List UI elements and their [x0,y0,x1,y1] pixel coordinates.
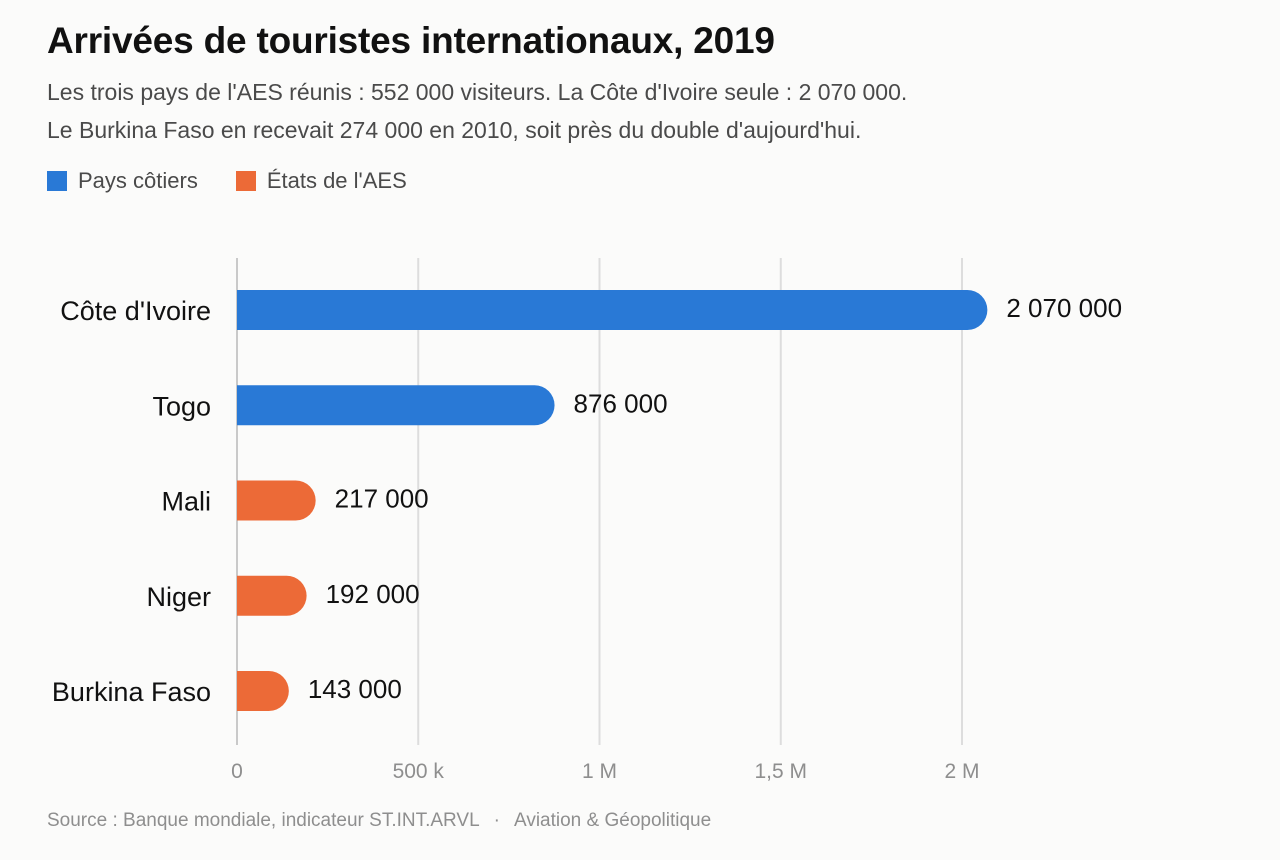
category-label: Mali [161,487,211,517]
source-credit: Aviation & Géopolitique [514,810,712,831]
x-tick-label: 2 M [944,760,979,783]
subtitle-line-2: Le Burkina Faso en recevait 274 000 en 2… [47,117,862,143]
legend-item-coastal: Pays côtiers [47,168,198,194]
bar-togo [237,385,555,426]
legend-label-coastal: Pays côtiers [78,168,198,193]
category-label: Burkina Faso [52,677,211,707]
bar-mali [237,480,316,521]
bar-niger [237,575,307,616]
legend-swatch-aes [235,171,256,191]
x-tick-label: 1,5 M [754,760,807,783]
value-label: 876 000 [574,388,668,418]
chart-title: Arrivées de touristes internationaux, 20… [47,20,775,61]
value-label: 2 070 000 [1006,293,1122,323]
source-text: Source : Banque mondiale, indicateur ST.… [47,810,480,831]
bar-cote-d-ivoire [237,290,988,330]
legend-label-aes: États de l'AES [266,168,407,193]
x-tick-label: 1 M [582,760,617,783]
category-label: Côte d'Ivoire [60,296,211,326]
x-tick-label: 500 k [393,760,445,783]
value-label: 143 000 [308,674,402,704]
legend: Pays côtiers États de l'AES [47,168,445,194]
value-label: 217 000 [335,484,429,514]
subtitle-line-1: Les trois pays de l'AES réunis : 552 000… [47,79,908,105]
value-label: 192 000 [326,579,420,609]
category-label: Niger [146,582,211,612]
bar-chart: 0 500 k 1 M 1,5 M 2 M Côte d'Ivoire 2 070 000 T… [52,258,1122,783]
x-tick-label: 0 [231,760,243,783]
bar-burkina-faso [237,671,289,711]
source-note: Source : Banque mondiale, indicateur ST.… [47,810,711,832]
legend-swatch-coastal [47,171,67,191]
legend-item-aes: États de l'AES [235,168,407,194]
category-label: Togo [152,391,211,421]
source-separator: · [493,810,500,831]
